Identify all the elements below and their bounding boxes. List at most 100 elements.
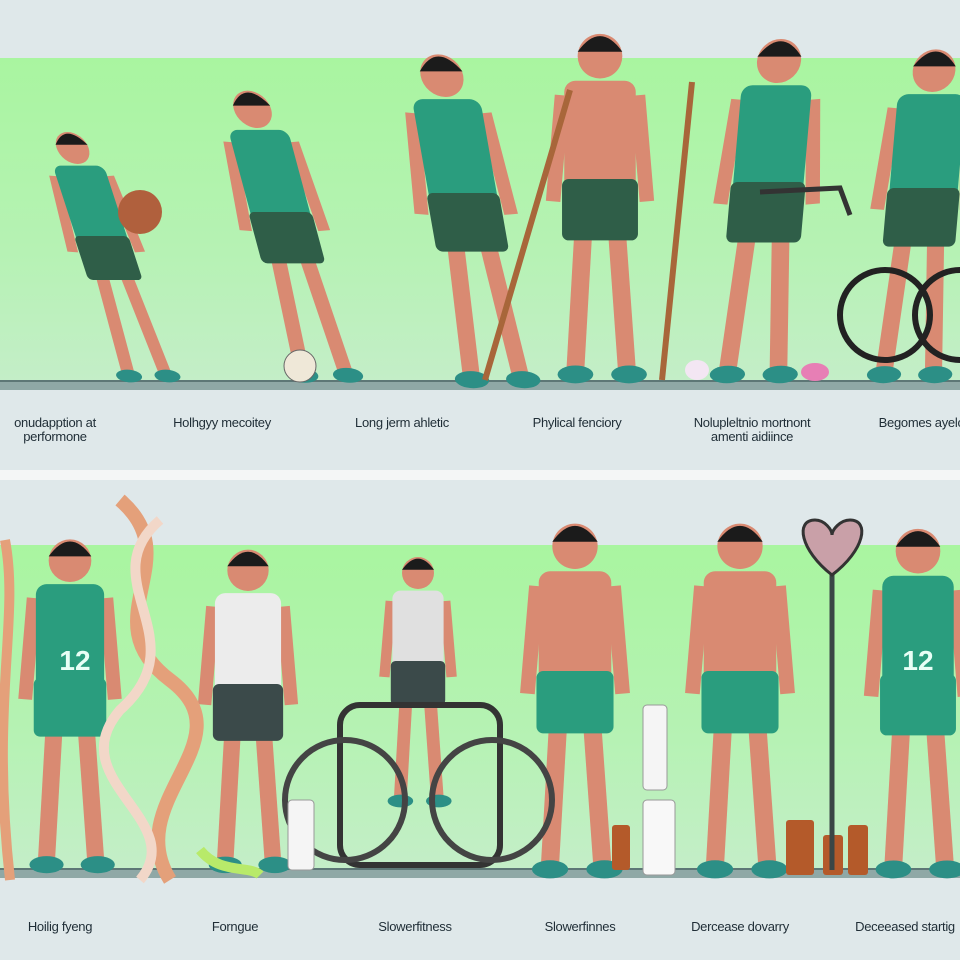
torso	[882, 575, 954, 688]
arm	[685, 585, 709, 695]
stage-label: Holhgyy mecoitey	[173, 415, 271, 430]
medicine-bottle-icon	[786, 820, 814, 875]
arm	[771, 585, 795, 695]
shoe	[875, 860, 912, 879]
person-figure	[709, 39, 821, 384]
medicine-bottle-icon	[642, 799, 676, 876]
shoe	[387, 794, 414, 808]
arm	[477, 112, 518, 215]
shorts	[75, 236, 142, 280]
torso	[733, 85, 812, 196]
hair	[55, 133, 88, 145]
stage-label: Forngue	[211, 919, 259, 934]
athlete-sequence	[49, 33, 960, 389]
wheelchair-wheel-icon	[429, 737, 555, 863]
arm	[870, 107, 902, 210]
torso	[564, 80, 636, 193]
arm	[630, 94, 655, 202]
shoe	[696, 860, 734, 879]
medicine-bottle-icon	[642, 704, 668, 791]
shoe	[116, 369, 143, 383]
shorts	[880, 674, 956, 736]
stage-label: Hoilig fyeng	[27, 919, 93, 934]
shorts	[562, 179, 638, 241]
arm	[276, 605, 299, 706]
arm	[405, 112, 429, 215]
stage-label: Begomes ayelon	[878, 415, 960, 430]
jersey-number: 12	[59, 645, 90, 676]
stage-label: Long jerm ahletic	[355, 415, 449, 430]
shorts	[726, 182, 806, 243]
shoe	[332, 367, 364, 383]
hair	[757, 41, 802, 57]
stage-label: Nolupleltnio mortnont amenti aidiince	[693, 415, 811, 444]
heart-icon	[801, 518, 864, 577]
hair	[717, 525, 763, 542]
shoe	[866, 366, 902, 384]
hair	[402, 558, 434, 570]
shoe	[454, 371, 490, 389]
shoe	[918, 366, 953, 384]
arm	[606, 585, 630, 695]
pill-icon	[685, 360, 709, 380]
wheelchair-icon	[337, 702, 503, 868]
torso	[54, 165, 128, 246]
hair	[552, 525, 598, 542]
hair	[227, 551, 269, 567]
shoe	[29, 856, 64, 874]
pill-icon	[801, 363, 829, 381]
torso	[230, 129, 311, 224]
stage-label: Slowerfitness	[378, 919, 452, 934]
torso	[392, 590, 444, 671]
jersey-number: 12	[902, 645, 933, 676]
top-panel: onudapption at performone Holhgyy mecoite…	[0, 0, 960, 470]
arm	[713, 98, 746, 205]
arm	[287, 141, 331, 232]
handlebar-icon	[759, 185, 853, 216]
stage-label: Phylical fenciory	[532, 415, 622, 430]
person-figure	[863, 528, 960, 879]
person-figure	[405, 54, 541, 389]
medicine-bottle-icon	[287, 799, 315, 871]
torso	[538, 571, 612, 685]
hair	[577, 36, 623, 52]
arm	[99, 597, 122, 700]
dna-helix-icon	[0, 539, 15, 881]
pill-icon	[196, 846, 264, 880]
stage-label: Slowerfinnes	[544, 919, 616, 934]
soccer-ball-icon	[283, 349, 317, 383]
bicycle-wheel-icon	[912, 267, 960, 363]
person-figure	[49, 132, 181, 383]
wheelchair-wheel-icon	[282, 737, 408, 863]
hair	[895, 531, 941, 547]
pole	[482, 89, 573, 381]
shorts	[390, 661, 446, 705]
stage-label: onudapption at performone	[14, 415, 96, 444]
hair	[913, 51, 956, 67]
torso	[889, 94, 960, 201]
shorts	[427, 193, 509, 252]
shorts	[536, 671, 614, 734]
shoe	[258, 856, 292, 874]
arm	[805, 98, 821, 205]
hair	[48, 541, 92, 557]
bottom-panel: 12 12 Hoilig fyeng Forngue Slowerfitness…	[0, 480, 960, 960]
bicycle-wheel-icon	[837, 267, 933, 363]
person-figure	[545, 33, 655, 384]
medicine-bottle-icon	[612, 825, 630, 870]
shoe	[929, 860, 960, 879]
person-figure	[866, 49, 960, 384]
person-figure	[685, 523, 795, 879]
stage-label: Deceeased startig	[855, 919, 955, 934]
pole	[659, 81, 695, 381]
shoe	[762, 365, 798, 384]
shorts	[249, 212, 325, 264]
person-figure	[223, 90, 364, 383]
medicine-bottle-icon	[848, 825, 868, 875]
arm	[520, 585, 544, 695]
dna-helix-icon	[99, 516, 164, 884]
torso	[413, 99, 498, 206]
arm	[18, 597, 41, 700]
shoe	[506, 371, 541, 389]
torso	[35, 584, 105, 691]
